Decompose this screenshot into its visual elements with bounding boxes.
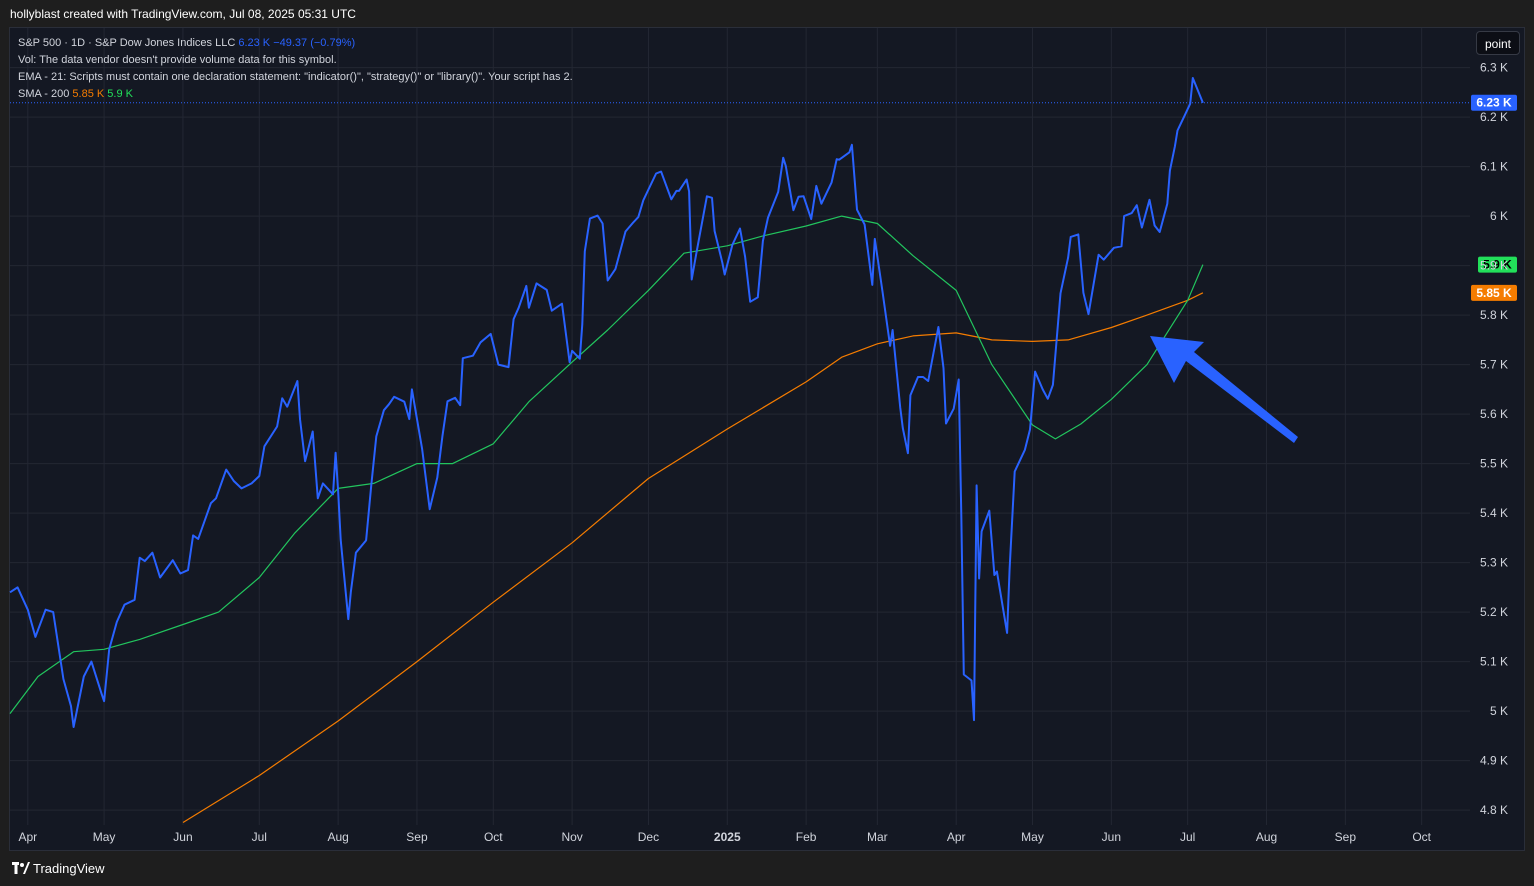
last-price: 6.23 K [238, 37, 271, 49]
series-line-ema-21[interactable] [9, 215, 1204, 714]
symbol-label: S&P 500 · 1D · S&P Dow Jones Indices LLC [18, 37, 236, 49]
y-tick-label: 5 K [1490, 704, 1508, 718]
x-tick-label: Jul [252, 830, 267, 844]
series-layer [9, 77, 1470, 824]
chart-legend: S&P 500 · 1D · S&P Dow Jones Indices LLC… [18, 35, 573, 103]
point-button[interactable]: point [1476, 31, 1520, 55]
vol-message: Vol: The data vendor doesn't provide vol… [18, 54, 337, 66]
y-tick-label: 6 K [1490, 209, 1508, 223]
x-tick-label: 2025 [714, 830, 741, 844]
y-tick-label: 5.9 K [1480, 259, 1508, 273]
y-tick-label: 5.7 K [1480, 358, 1508, 372]
y-tick-label: 6.3 K [1480, 61, 1508, 75]
y-tick-label: 5.6 K [1480, 407, 1508, 421]
y-tick-label: 5.3 K [1480, 556, 1508, 570]
footer: TradingView [0, 852, 1534, 886]
sma-label: SMA - 200 [18, 88, 70, 100]
y-tick-label: 5.2 K [1480, 605, 1508, 619]
x-tick-label: May [93, 830, 116, 844]
chart-pane[interactable] [9, 27, 1525, 851]
x-tick-label: Dec [638, 830, 659, 844]
annotation-arrow[interactable] [1150, 336, 1298, 443]
y-tick-label: 6.1 K [1480, 160, 1508, 174]
price-badge [1471, 284, 1517, 301]
chart-header: hollyblast created with TradingView.com,… [0, 0, 1534, 27]
ema-message: EMA - 21: Scripts must contain one decla… [18, 71, 573, 83]
price-badge [1478, 256, 1517, 273]
series-line-s-p-500[interactable] [9, 77, 1204, 728]
price-badge [1471, 94, 1517, 111]
y-tick-label: 5.5 K [1480, 457, 1508, 471]
y-tick-label: 5.1 K [1480, 655, 1508, 669]
x-tick-label: Sep [406, 830, 428, 844]
x-tick-label: Jun [173, 830, 192, 844]
legend-symbol-row[interactable]: S&P 500 · 1D · S&P Dow Jones Indices LLC… [18, 35, 573, 52]
footer-brand[interactable]: TradingView [33, 861, 105, 876]
tradingview-logo-icon[interactable] [12, 862, 30, 874]
x-tick-label: Feb [796, 830, 817, 844]
x-tick-label: Oct [484, 830, 503, 844]
axis-labels: 6.3 K 6.2 K 6.1 K 6 K 5.9 K 5.8 K 5.7 K 5.6 K 5.… [18, 61, 1508, 844]
series-line-sma-200[interactable] [182, 292, 1204, 824]
y-tick-label: 4.9 K [1480, 754, 1508, 768]
y-tick-label: 5.8 K [1480, 308, 1508, 322]
x-tick-label: Apr [947, 830, 966, 844]
sma-value: 5.85 K [72, 88, 105, 100]
y-tick-label: 5.4 K [1480, 506, 1508, 520]
x-tick-label: Jul [1180, 830, 1195, 844]
price-badge-label: 5.9 K [1483, 258, 1512, 272]
price-change: −49.37 (−0.79%) [273, 37, 356, 49]
x-tick-label: Nov [561, 830, 582, 844]
grid [10, 28, 1470, 825]
legend-sma-row[interactable]: SMA - 200 5.85 K 5.9 K [18, 86, 573, 103]
ema-value: 5.9 K [107, 88, 133, 100]
header-text: hollyblast created with TradingView.com,… [10, 7, 356, 21]
price-badge-label: 6.23 K [1476, 96, 1512, 110]
x-tick-label: Aug [327, 830, 348, 844]
price-badge-label: 5.85 K [1476, 286, 1512, 300]
x-tick-label: Sep [1335, 830, 1357, 844]
x-tick-label: Apr [18, 830, 37, 844]
legend-ema-row[interactable]: EMA - 21: Scripts must contain one decla… [18, 69, 573, 86]
x-tick-label: Jun [1102, 830, 1121, 844]
y-tick-label: 4.8 K [1480, 803, 1508, 817]
x-tick-label: May [1021, 830, 1044, 844]
x-tick-label: Oct [1412, 830, 1431, 844]
legend-vol-row[interactable]: Vol: The data vendor doesn't provide vol… [18, 52, 573, 69]
x-tick-label: Aug [1256, 830, 1277, 844]
price-badges: 6.23 K 5.9 K 5.85 K [1471, 94, 1517, 301]
y-tick-label: 6.2 K [1480, 110, 1508, 124]
x-tick-label: Mar [867, 830, 888, 844]
